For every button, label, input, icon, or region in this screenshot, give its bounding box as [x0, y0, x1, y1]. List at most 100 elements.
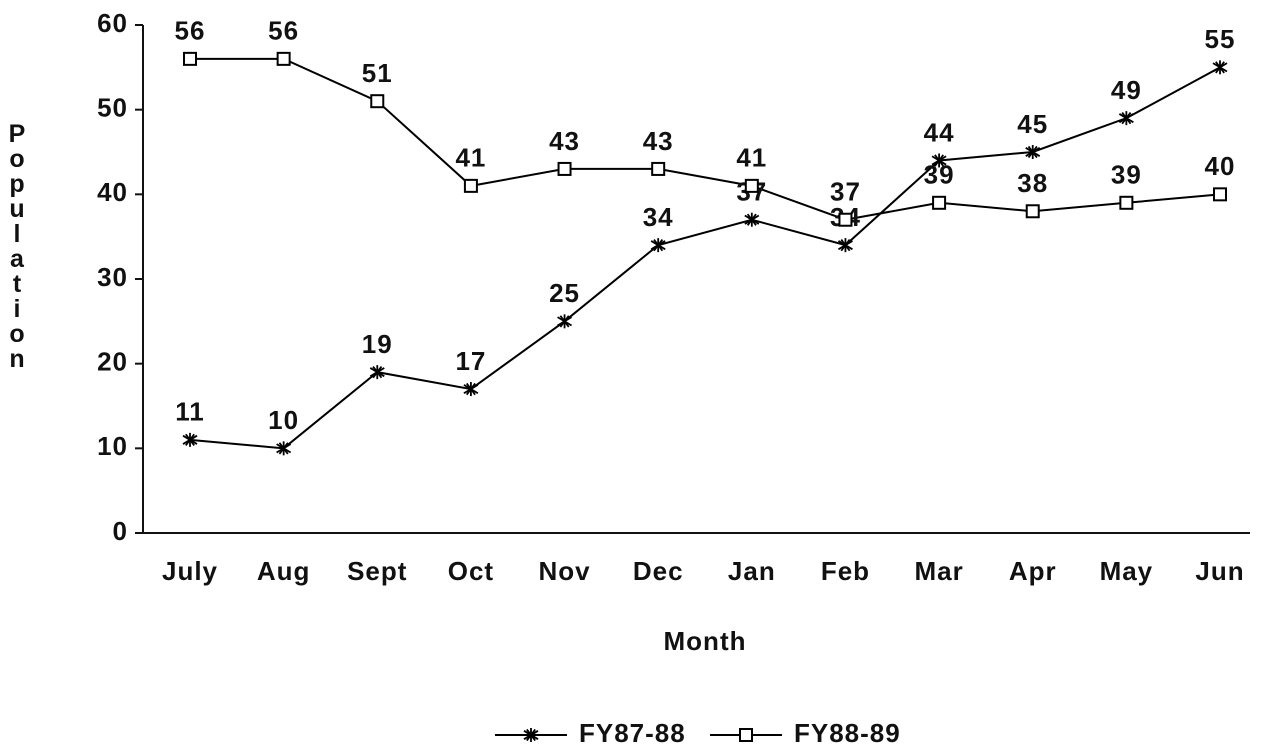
asterisk-stroke	[278, 442, 289, 455]
legend-marker	[523, 728, 539, 742]
x-tick-label: Feb	[821, 556, 870, 586]
x-tick-label: Apr	[1009, 556, 1057, 586]
data-label: 34	[643, 202, 674, 232]
point	[463, 382, 479, 397]
x-tick-label: July	[162, 556, 218, 586]
data-label: 43	[549, 126, 580, 156]
data-label: 41	[455, 143, 486, 173]
y-tick-label: 0	[113, 516, 128, 546]
point	[370, 94, 385, 109]
point	[369, 365, 385, 380]
point	[1119, 195, 1134, 210]
point	[557, 314, 573, 329]
square-marker	[557, 161, 572, 176]
square-marker	[370, 94, 385, 109]
data-label: 56	[175, 16, 206, 46]
y-tick-label: 50	[97, 93, 128, 123]
point	[276, 51, 291, 66]
square-marker	[1025, 204, 1040, 219]
data-label: 19	[362, 329, 393, 359]
x-tick-label: Dec	[633, 556, 684, 586]
point	[744, 178, 759, 193]
point	[182, 432, 198, 447]
point	[932, 195, 947, 210]
square-marker	[651, 161, 666, 176]
data-label: 39	[1111, 160, 1142, 190]
asterisk-stroke	[1027, 145, 1038, 159]
series-line	[190, 57, 1221, 221]
asterisk-stroke	[840, 238, 851, 252]
x-tick-label: Oct	[448, 556, 494, 586]
square-marker	[744, 178, 759, 193]
asterisk-stroke	[185, 433, 195, 447]
asterisk-stroke	[526, 728, 536, 742]
point	[1025, 204, 1040, 219]
x-tick-label: Jan	[728, 556, 776, 586]
square-marker	[183, 51, 197, 66]
data-label: 40	[1205, 151, 1236, 181]
square-marker	[1119, 195, 1134, 210]
y-tick-label: 20	[97, 347, 128, 377]
point	[1025, 145, 1041, 159]
data-label: 39	[924, 160, 955, 190]
asterisk-stroke	[746, 213, 757, 226]
data-label: 11	[175, 397, 205, 427]
asterisk-stroke	[465, 382, 476, 396]
data-label: 49	[1111, 75, 1142, 105]
x-tick-label: May	[1100, 556, 1154, 586]
data-label: 17	[455, 346, 486, 376]
square-marker	[1213, 187, 1227, 202]
x-tick-label: Mar	[914, 556, 963, 586]
point	[1213, 187, 1227, 202]
legend-marker	[739, 728, 753, 742]
point	[650, 238, 666, 253]
point	[744, 212, 760, 227]
point	[651, 161, 666, 176]
asterisk-stroke	[1215, 61, 1225, 74]
data-label: 45	[1017, 109, 1048, 139]
data-label: 55	[1205, 24, 1236, 54]
square-marker	[739, 728, 753, 742]
point	[838, 212, 853, 227]
legend-label: FY87-88	[579, 718, 686, 748]
y-tick-label: 30	[97, 262, 128, 292]
square-marker	[932, 195, 947, 210]
x-axis-label: Month	[664, 626, 747, 656]
data-label: 37	[830, 177, 861, 207]
y-tick-label: 60	[97, 8, 128, 38]
point	[276, 441, 292, 456]
asterisk-stroke	[934, 154, 945, 167]
asterisk-stroke	[372, 365, 383, 379]
square-marker	[838, 212, 853, 227]
data-label: 56	[268, 16, 299, 46]
data-label: 10	[268, 405, 299, 435]
point	[1118, 111, 1134, 126]
y-tick-label: 10	[97, 431, 128, 461]
data-label: 38	[1017, 168, 1048, 198]
x-tick-label: Jun	[1195, 556, 1244, 586]
point	[183, 51, 197, 66]
square-marker	[276, 51, 291, 66]
point	[931, 153, 947, 168]
asterisk-stroke	[1121, 111, 1132, 125]
data-label: 44	[924, 117, 955, 147]
asterisk-stroke	[559, 315, 570, 328]
legend-label: FY88-89	[794, 718, 901, 748]
x-tick-label: Aug	[257, 556, 311, 586]
square-marker	[463, 178, 478, 193]
point	[557, 161, 572, 176]
x-tick-label: Sept	[347, 556, 407, 586]
point	[463, 178, 478, 193]
asterisk-stroke	[653, 238, 664, 252]
data-label: 25	[549, 278, 580, 308]
data-label: 51	[362, 58, 393, 88]
series-line	[189, 66, 1221, 450]
point	[837, 238, 853, 253]
data-label: 41	[736, 143, 767, 173]
data-label: 43	[643, 126, 674, 156]
y-tick-label: 40	[97, 177, 128, 207]
x-tick-label: Nov	[538, 556, 590, 586]
y-axis-label: Population	[3, 120, 31, 370]
